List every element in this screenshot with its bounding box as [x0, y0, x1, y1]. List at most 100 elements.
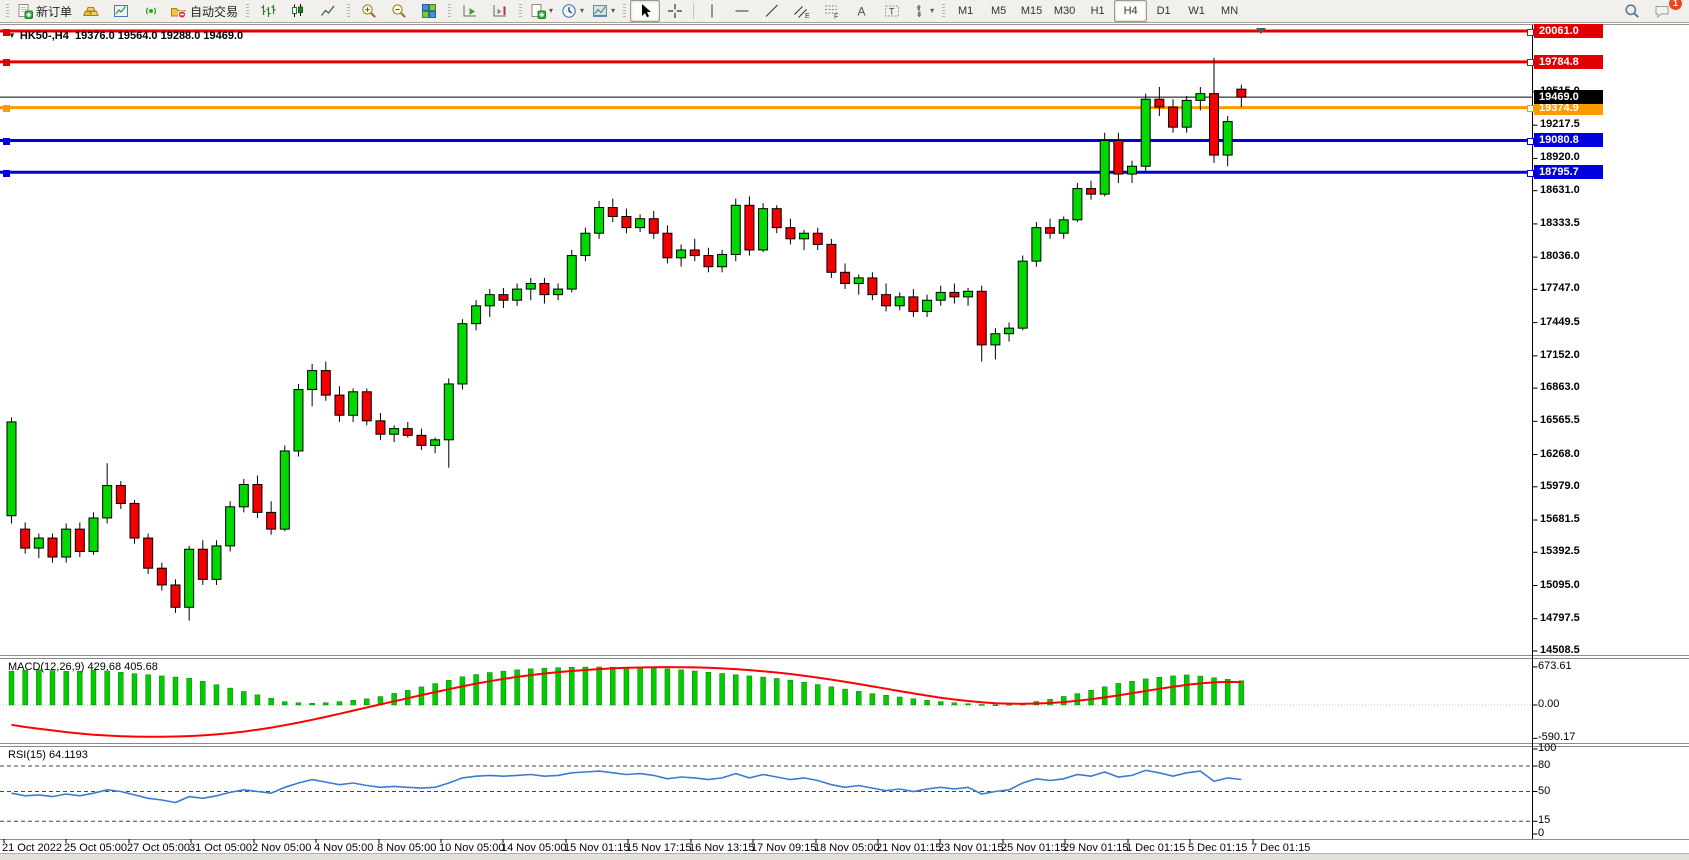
candle-body-bear — [115, 485, 126, 504]
time-tick-label: 16 Nov 13:15 — [689, 842, 755, 854]
horizontal-line-tool-button[interactable] — [727, 0, 757, 22]
candle-body-bull — [33, 537, 44, 549]
hline-marker[interactable] — [3, 59, 10, 67]
macd-histogram-bar — [528, 668, 534, 706]
candle-body-bear — [1113, 140, 1124, 175]
bar-chart-icon — [261, 5, 276, 17]
notifications-button[interactable]: 1 — [1647, 0, 1682, 22]
collapse-triangle-icon[interactable]: ▼ — [8, 31, 16, 40]
trendline-tool-button[interactable] — [757, 0, 787, 22]
candlestick-mode-button[interactable] — [283, 0, 313, 22]
candle-body-bull — [1222, 121, 1233, 156]
text-tool-button[interactable]: A — [847, 0, 877, 22]
tile-windows-button[interactable] — [414, 0, 444, 22]
timeframe-button-d1[interactable]: D1 — [1156, 5, 1171, 17]
candle-body-bear — [170, 584, 181, 608]
candle-body-bear — [908, 296, 919, 312]
candle-body-bear — [334, 394, 345, 416]
price-line-label: 19080.8 — [1534, 133, 1603, 148]
cursor-tool-button[interactable] — [630, 0, 661, 22]
macd-histogram-bar — [1033, 701, 1040, 706]
macd-histogram-bar — [159, 675, 165, 706]
chevron-down-icon: ▾ — [580, 6, 585, 15]
fibonacci-icon: F — [825, 5, 838, 19]
timeframe-button-mn[interactable]: MN — [1221, 5, 1239, 17]
price-line-label: 19469.0 — [1534, 90, 1603, 105]
vertical-line-tool-button[interactable] — [697, 0, 727, 22]
chart-window-button[interactable] — [106, 0, 136, 22]
timeframe-button-m5[interactable]: M5 — [990, 5, 1007, 17]
chart-title: ▼ HK50-,H4 19376.0 19564.0 19288.0 19469.… — [8, 30, 243, 42]
hline-marker[interactable] — [1527, 28, 1534, 36]
candle-body-bull — [484, 294, 495, 307]
arrows-tool-button[interactable]: ▾ — [907, 0, 938, 22]
hline-marker[interactable] — [3, 169, 10, 177]
chart-shift-button[interactable] — [485, 0, 515, 22]
candle-body-bull — [1099, 140, 1110, 195]
time-tick-label: 25 Nov 01:15 — [1001, 842, 1067, 854]
market-watch-button[interactable] — [76, 0, 106, 22]
macd-histogram-bar — [1047, 699, 1053, 706]
hline-marker[interactable] — [1527, 137, 1534, 145]
line-chart-mode-button[interactable] — [313, 0, 343, 22]
macd-histogram-bar — [692, 670, 698, 706]
templates-button[interactable]: ▾ — [588, 0, 619, 22]
price-tick-label: 16863.0 — [1540, 381, 1580, 394]
hline-marker[interactable] — [1527, 59, 1534, 67]
new-chart-button[interactable]: ▾ — [526, 0, 557, 22]
auto-trading-button[interactable]: 自动交易 — [166, 0, 242, 22]
macd-histogram-bar — [1183, 674, 1190, 706]
timeframe-button-h4[interactable]: H4 — [1114, 0, 1148, 22]
toolbar-gripper — [448, 3, 452, 19]
macd-histogram-bar — [36, 669, 42, 706]
price-line-label: 19784.8 — [1534, 54, 1603, 69]
periods-button[interactable]: ▾ — [557, 0, 588, 22]
macd-axis-label: 673.61 — [1538, 659, 1572, 672]
candle-body-bear — [20, 528, 31, 549]
candle-body-bear — [498, 294, 509, 301]
timeframe-button-m1[interactable]: M1 — [957, 5, 974, 17]
macd-histogram-bar — [364, 698, 370, 706]
macd-histogram-bar — [254, 694, 261, 706]
macd-histogram-bar — [637, 667, 643, 706]
fibonacci-tool-button[interactable]: F — [817, 0, 847, 22]
candle-body-bear — [867, 277, 878, 296]
equidistant-channel-tool-button[interactable]: E — [787, 0, 817, 22]
zoom-in-button[interactable] — [354, 0, 384, 22]
candle-body-bull — [963, 290, 974, 298]
time-tick-label: 25 Oct 05:00 — [64, 842, 127, 854]
macd-histogram-bar — [418, 686, 425, 706]
macd-histogram-bar — [1088, 689, 1094, 706]
text-label-tool-button[interactable]: T — [877, 0, 907, 22]
price-tick-label: 16565.5 — [1540, 414, 1580, 427]
price-tick-label: 17449.5 — [1540, 315, 1580, 328]
candle-body-bull — [430, 439, 441, 446]
time-tick-label: 18 Nov 05:00 — [814, 842, 880, 854]
hline-marker[interactable] — [1527, 169, 1534, 177]
timeframe-button-m30[interactable]: M30 — [1053, 5, 1076, 17]
search-button[interactable] — [1617, 0, 1647, 22]
rsi-axis-label: 80 — [1538, 759, 1551, 771]
crosshair-tool-button[interactable] — [660, 0, 690, 22]
chart-shift-marker[interactable] — [1256, 28, 1266, 34]
candle-body-bear — [812, 232, 823, 245]
hline-marker[interactable] — [3, 137, 10, 145]
macd-histogram-bar — [842, 688, 848, 706]
hline-marker[interactable] — [1527, 105, 1534, 113]
candle-body-bear — [1168, 106, 1179, 128]
candle-body-bear — [129, 502, 140, 539]
candle-body-bear — [771, 208, 782, 229]
zoom-out-button[interactable] — [384, 0, 414, 22]
signals-button[interactable] — [136, 0, 166, 22]
hline-marker[interactable] — [3, 105, 10, 113]
macd-histogram-bar — [90, 670, 97, 706]
toolbar-gripper — [6, 3, 9, 19]
timeframe-button-w1[interactable]: W1 — [1188, 5, 1205, 17]
timeframe-button-m15[interactable]: M15 — [1020, 5, 1043, 17]
bar-chart-mode-button[interactable] — [253, 0, 283, 22]
timeframe-button-h1[interactable]: H1 — [1090, 5, 1105, 17]
new-order-button[interactable]: 新订单 — [13, 0, 76, 22]
time-tick-label: 31 Oct 05:00 — [189, 842, 252, 854]
macd-histogram-bar — [541, 667, 548, 706]
auto-scroll-button[interactable] — [455, 0, 485, 22]
